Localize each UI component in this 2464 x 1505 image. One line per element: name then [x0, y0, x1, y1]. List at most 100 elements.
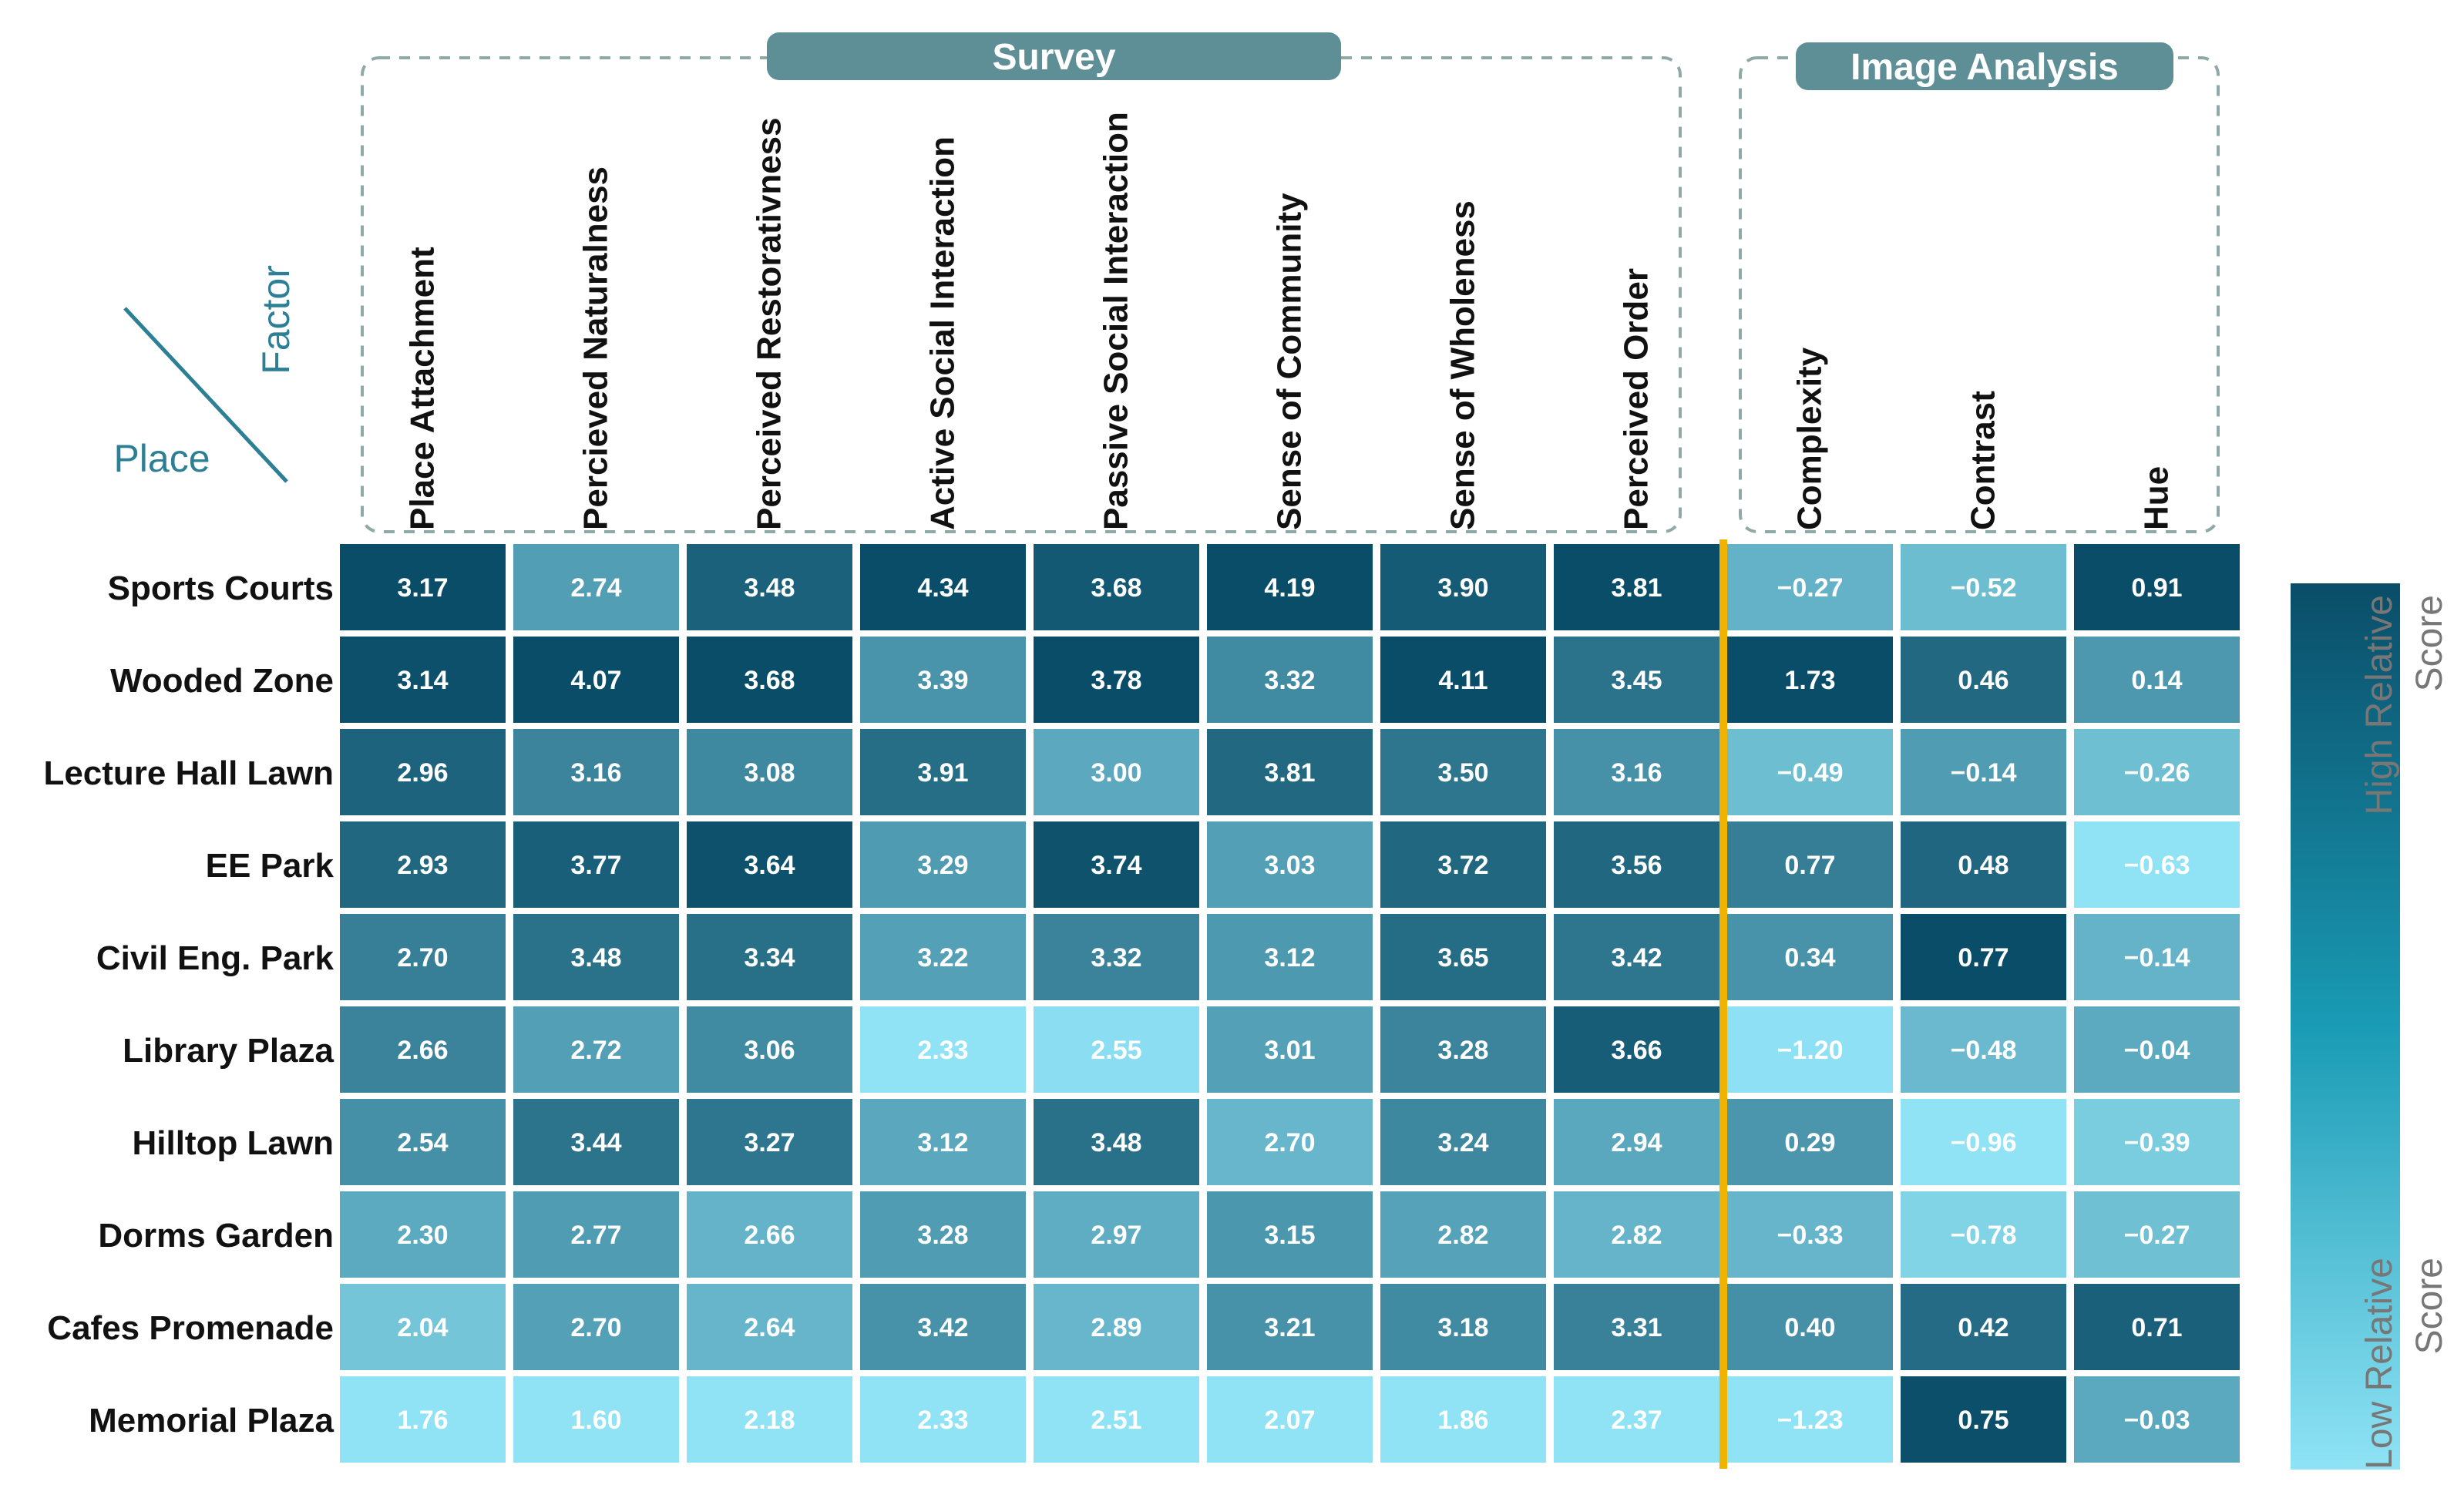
cell-value: 3.18 — [1437, 1313, 1488, 1342]
cell-value: 2.51 — [1091, 1406, 1141, 1435]
cell-value: 3.42 — [917, 1313, 968, 1342]
heatmap-cell — [2074, 729, 2240, 815]
legend-colorbar — [2291, 583, 2400, 1470]
heatmap-cell — [1727, 1191, 1893, 1278]
cell-value: −0.48 — [1950, 1036, 2016, 1065]
cell-value: 3.77 — [570, 851, 621, 880]
heatmap-cell — [1034, 729, 1199, 815]
row-label: Dorms Garden — [98, 1217, 334, 1255]
column-label: Percieved Naturalness — [577, 166, 615, 530]
heatmap-cell — [1034, 1099, 1199, 1185]
cell-value: 3.65 — [1437, 943, 1488, 973]
heatmap-cell — [1554, 544, 1719, 630]
heatmap-cell — [1901, 1191, 2066, 1278]
cell-value: 0.77 — [1784, 851, 1835, 880]
heatmap-cell — [513, 637, 679, 723]
heatmap-cell — [1554, 821, 1719, 908]
cell-value: 2.07 — [1264, 1406, 1315, 1435]
heatmap-cell — [513, 1006, 679, 1093]
cell-value: 3.08 — [744, 758, 795, 788]
cell-value: 3.24 — [1437, 1128, 1488, 1157]
heatmap-cell — [860, 1006, 1026, 1093]
row-label: Sports Courts — [108, 569, 334, 607]
heatmap-cell — [1727, 914, 1893, 1000]
cell-value: −1.20 — [1777, 1036, 1843, 1065]
column-label: Contrast — [1965, 391, 2002, 530]
heatmap-cell — [687, 1191, 852, 1278]
heatmap-cell — [687, 729, 852, 815]
cell-value: −0.96 — [1950, 1128, 2016, 1157]
heatmap-cell — [860, 1284, 1026, 1370]
heatmap-cell — [1380, 1006, 1546, 1093]
cell-value: 2.64 — [744, 1313, 795, 1342]
heatmap-cell — [340, 1006, 506, 1093]
heatmap-cell — [340, 914, 506, 1000]
cell-value: −0.49 — [1777, 758, 1843, 788]
heatmap-cell — [1554, 1191, 1719, 1278]
cell-value: 3.90 — [1437, 573, 1488, 603]
cell-value: 1.73 — [1784, 666, 1835, 695]
heatmap-cell — [1901, 544, 2066, 630]
heatmap-cell — [513, 1376, 679, 1463]
heatmap-cell — [687, 821, 852, 908]
cell-value: 3.12 — [1264, 943, 1315, 973]
heatmap-cell — [860, 544, 1026, 630]
cell-value: −0.27 — [2123, 1221, 2190, 1250]
heatmap-cell — [340, 729, 506, 815]
legend-high-label-2: Score — [2409, 595, 2450, 691]
cell-value: 2.82 — [1437, 1221, 1488, 1250]
cell-value: 3.03 — [1264, 851, 1315, 880]
cell-value: −0.04 — [2123, 1036, 2190, 1065]
heatmap-cell — [1554, 1376, 1719, 1463]
column-label: Active Social Interaction — [924, 136, 962, 530]
heatmap-cell — [2074, 914, 2240, 1000]
cell-value: 0.75 — [1958, 1406, 2009, 1435]
cell-value: 4.07 — [570, 666, 621, 695]
cell-value: −0.27 — [1777, 573, 1843, 603]
heatmap-cell — [1554, 1284, 1719, 1370]
cell-value: 3.16 — [570, 758, 621, 788]
column-label: Sense of Community — [1271, 193, 1309, 530]
heatmap-cell — [1727, 1099, 1893, 1185]
heatmap-cell — [1207, 914, 1373, 1000]
heatmap-cell — [1901, 1099, 2066, 1185]
heatmap-cell — [1034, 1191, 1199, 1278]
heatmap-cell — [860, 821, 1026, 908]
cell-value: 0.29 — [1784, 1128, 1835, 1157]
heatmap-cell — [1901, 637, 2066, 723]
heatmap-cell — [687, 1376, 852, 1463]
cell-value: 3.81 — [1611, 573, 1662, 603]
row-label: Library Plaza — [123, 1032, 334, 1070]
group-box-0 — [361, 56, 1682, 533]
cell-value: 3.32 — [1264, 666, 1315, 695]
cell-value: 3.48 — [1091, 1128, 1141, 1157]
heatmap-cell — [1207, 544, 1373, 630]
heatmap-cell — [1380, 1191, 1546, 1278]
heatmap-cell — [513, 1191, 679, 1278]
cell-value: 3.50 — [1437, 758, 1488, 788]
heatmap-cell — [1554, 1006, 1719, 1093]
cell-value: −1.23 — [1777, 1406, 1843, 1435]
heatmap-cell — [340, 1099, 506, 1185]
heatmap-cell — [340, 544, 506, 630]
cell-value: −0.26 — [2123, 758, 2190, 788]
heatmap-cell — [1901, 1376, 2066, 1463]
heatmap-cell — [513, 1284, 679, 1370]
heatmap-cell — [1207, 1284, 1373, 1370]
cell-value: −0.33 — [1777, 1221, 1843, 1250]
cell-value: 3.17 — [397, 573, 448, 603]
cell-value: 3.16 — [1611, 758, 1662, 788]
cell-value: 3.29 — [917, 851, 968, 880]
heatmap-cell — [340, 1191, 506, 1278]
cell-value: −0.78 — [1950, 1221, 2016, 1250]
heatmap-cell — [513, 914, 679, 1000]
legend-low-label-1: Low Relative — [2359, 1258, 2400, 1470]
heatmap-cell — [1034, 914, 1199, 1000]
cell-value: 2.93 — [397, 851, 448, 880]
cell-value: 2.74 — [570, 573, 621, 603]
cell-value: 2.04 — [397, 1313, 448, 1342]
heatmap-cell — [1207, 1099, 1373, 1185]
cell-value: 3.34 — [744, 943, 795, 973]
heatmap-cell — [1207, 729, 1373, 815]
